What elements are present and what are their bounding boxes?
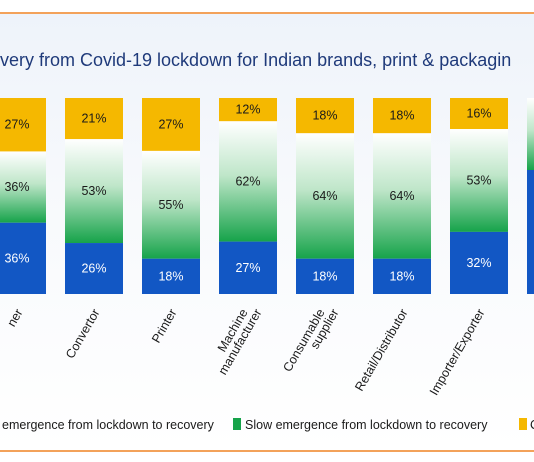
stacked-bar-chart: very from Covid-19 lockdown for Indian b… bbox=[0, 50, 534, 432]
data-label: 18% bbox=[389, 269, 414, 283]
bar-segment-slow bbox=[219, 121, 277, 242]
bar-segment-fast bbox=[450, 231, 508, 294]
bar-segment-orange bbox=[296, 98, 354, 134]
bar-segment-fast bbox=[0, 222, 46, 294]
data-label: 62% bbox=[235, 174, 260, 188]
legend-label: emergence from lockdown to recovery bbox=[2, 418, 215, 432]
bar-segment-fast bbox=[219, 241, 277, 294]
data-label: 12% bbox=[235, 103, 260, 117]
data-label: 27% bbox=[235, 261, 260, 275]
data-label: 32% bbox=[466, 256, 491, 270]
data-label: 21% bbox=[81, 112, 106, 126]
category-label: Convertor bbox=[63, 307, 103, 362]
bar-segment-slow bbox=[142, 150, 200, 259]
data-label: 53% bbox=[81, 184, 106, 198]
data-label: 26% bbox=[81, 262, 106, 276]
data-label: 36% bbox=[4, 251, 29, 265]
data-label: 18% bbox=[312, 269, 337, 283]
bar-segment-fast bbox=[142, 258, 200, 294]
data-label: 53% bbox=[466, 173, 491, 187]
data-label: 27% bbox=[4, 118, 29, 132]
chart-title: very from Covid-19 lockdown for Indian b… bbox=[0, 50, 511, 70]
bar-segment-fast bbox=[527, 170, 534, 294]
data-label: 64% bbox=[389, 189, 414, 203]
bar-segment-fast bbox=[65, 243, 123, 294]
legend-label: C bbox=[530, 418, 534, 432]
data-label: 55% bbox=[158, 198, 183, 212]
bar-segment-fast bbox=[373, 258, 431, 294]
category-label: ner bbox=[4, 307, 25, 330]
category-label: Importer/Exporter bbox=[427, 307, 488, 398]
bar-segment-orange bbox=[450, 98, 508, 130]
data-label: 27% bbox=[158, 117, 183, 131]
data-label: 36% bbox=[4, 180, 29, 194]
legend-swatch bbox=[233, 418, 241, 430]
data-label: 18% bbox=[158, 269, 183, 283]
bar-segment-slow bbox=[296, 133, 354, 259]
bar-segment-slow bbox=[65, 139, 123, 244]
data-label: 64% bbox=[312, 189, 337, 203]
category-label: Printer bbox=[149, 307, 180, 346]
bar-segment-fast bbox=[296, 258, 354, 294]
bar-segment-slow bbox=[0, 151, 46, 223]
legend-swatch bbox=[519, 418, 527, 430]
bar-segment-orange bbox=[373, 98, 431, 134]
bar-segment-slow bbox=[527, 98, 534, 170]
chart-frame: very from Covid-19 lockdown for Indian b… bbox=[0, 12, 534, 452]
bar-segment-orange bbox=[219, 98, 277, 122]
category-label: Retail/Distributor bbox=[352, 307, 410, 394]
bar-segment-orange bbox=[142, 98, 200, 151]
bar-segment-orange bbox=[65, 98, 123, 140]
bar-segment-slow bbox=[373, 133, 431, 259]
bar-segment-orange bbox=[0, 98, 46, 152]
bar-segment-slow bbox=[450, 129, 508, 232]
data-label: 16% bbox=[466, 107, 491, 121]
data-label: 18% bbox=[389, 109, 414, 123]
data-label: 18% bbox=[312, 109, 337, 123]
legend-label: Slow emergence from lockdown to recovery bbox=[245, 418, 488, 432]
